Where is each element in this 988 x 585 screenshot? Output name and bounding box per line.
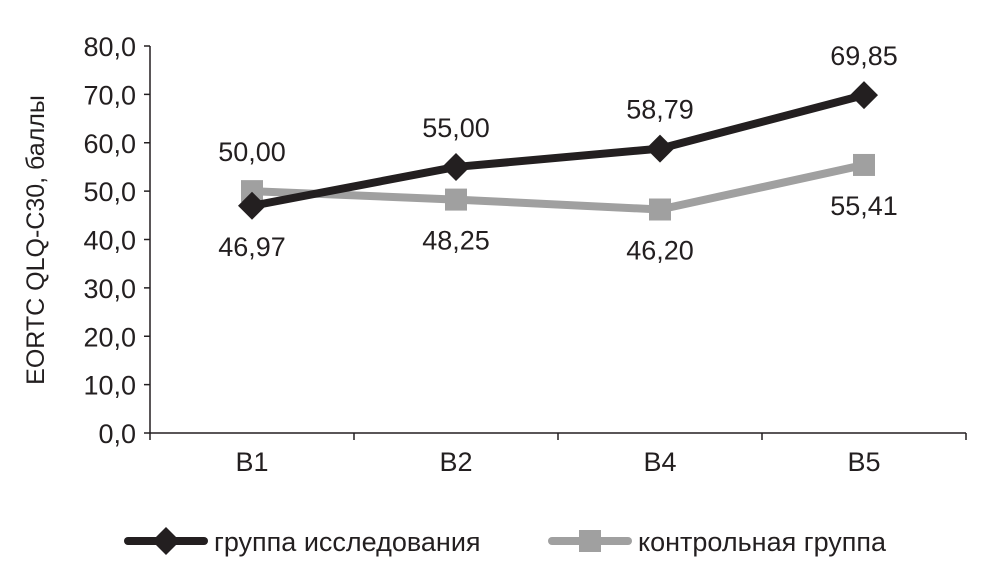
data-labels: 46,97 55,00 58,79 69,85 50,00 48,25 46,20 55,41 — [218, 41, 898, 265]
square-marker — [853, 153, 875, 176]
y-tick-label: 20,0 — [83, 322, 136, 352]
data-label: 50,00 — [218, 137, 286, 167]
legend-item-control-group: контрольная группа — [548, 527, 887, 557]
series-line — [248, 91, 868, 210]
data-label: 58,79 — [626, 95, 694, 125]
y-tick-label: 10,0 — [83, 371, 136, 401]
diamond-marker — [850, 81, 878, 110]
y-tick-label: 30,0 — [83, 274, 136, 304]
data-label: 69,85 — [830, 41, 898, 71]
x-tick-label: B2 — [439, 447, 472, 477]
data-label: 55,00 — [422, 113, 490, 143]
x-tick-label: B1 — [235, 447, 268, 477]
series-control-group — [241, 153, 875, 221]
square-marker — [579, 530, 601, 552]
series-study-group — [238, 81, 878, 220]
y-tick-label: 60,0 — [83, 129, 136, 159]
y-tick-label: 50,0 — [83, 177, 136, 207]
x-tick-label: B5 — [847, 447, 880, 477]
diamond-marker — [442, 152, 470, 181]
y-tick-label: 80,0 — [83, 32, 136, 62]
square-marker — [649, 198, 671, 221]
x-tick-label: B4 — [643, 447, 676, 477]
diamond-marker — [646, 134, 674, 163]
y-tick-label: 0,0 — [98, 419, 136, 449]
data-label: 46,20 — [626, 236, 694, 266]
legend-label: группа исследования — [214, 527, 481, 557]
diamond-marker — [238, 191, 266, 220]
diamond-marker — [152, 527, 180, 555]
legend-item-study-group: группа исследования — [124, 527, 481, 557]
legend-label: контрольная группа — [638, 527, 887, 557]
y-tick-label: 40,0 — [83, 226, 136, 256]
series-line — [248, 160, 868, 214]
series-layer — [238, 81, 878, 221]
legend: группа исследования контрольная группа — [124, 527, 887, 557]
x-axis: B1 B2 B4 B5 — [149, 156, 967, 477]
data-label: 48,25 — [422, 226, 490, 256]
data-label: 46,97 — [218, 232, 286, 262]
y-tick-label: 70,0 — [83, 80, 136, 110]
square-marker — [241, 180, 263, 203]
y-axis: 0,0 10,0 20,0 30,0 40,0 50,0 60,0 70,0 80,0 — [83, 32, 151, 449]
data-label: 55,41 — [830, 191, 898, 221]
square-marker — [445, 188, 467, 211]
y-axis-title: EORTC QLQ-C30, баллы — [22, 95, 50, 385]
